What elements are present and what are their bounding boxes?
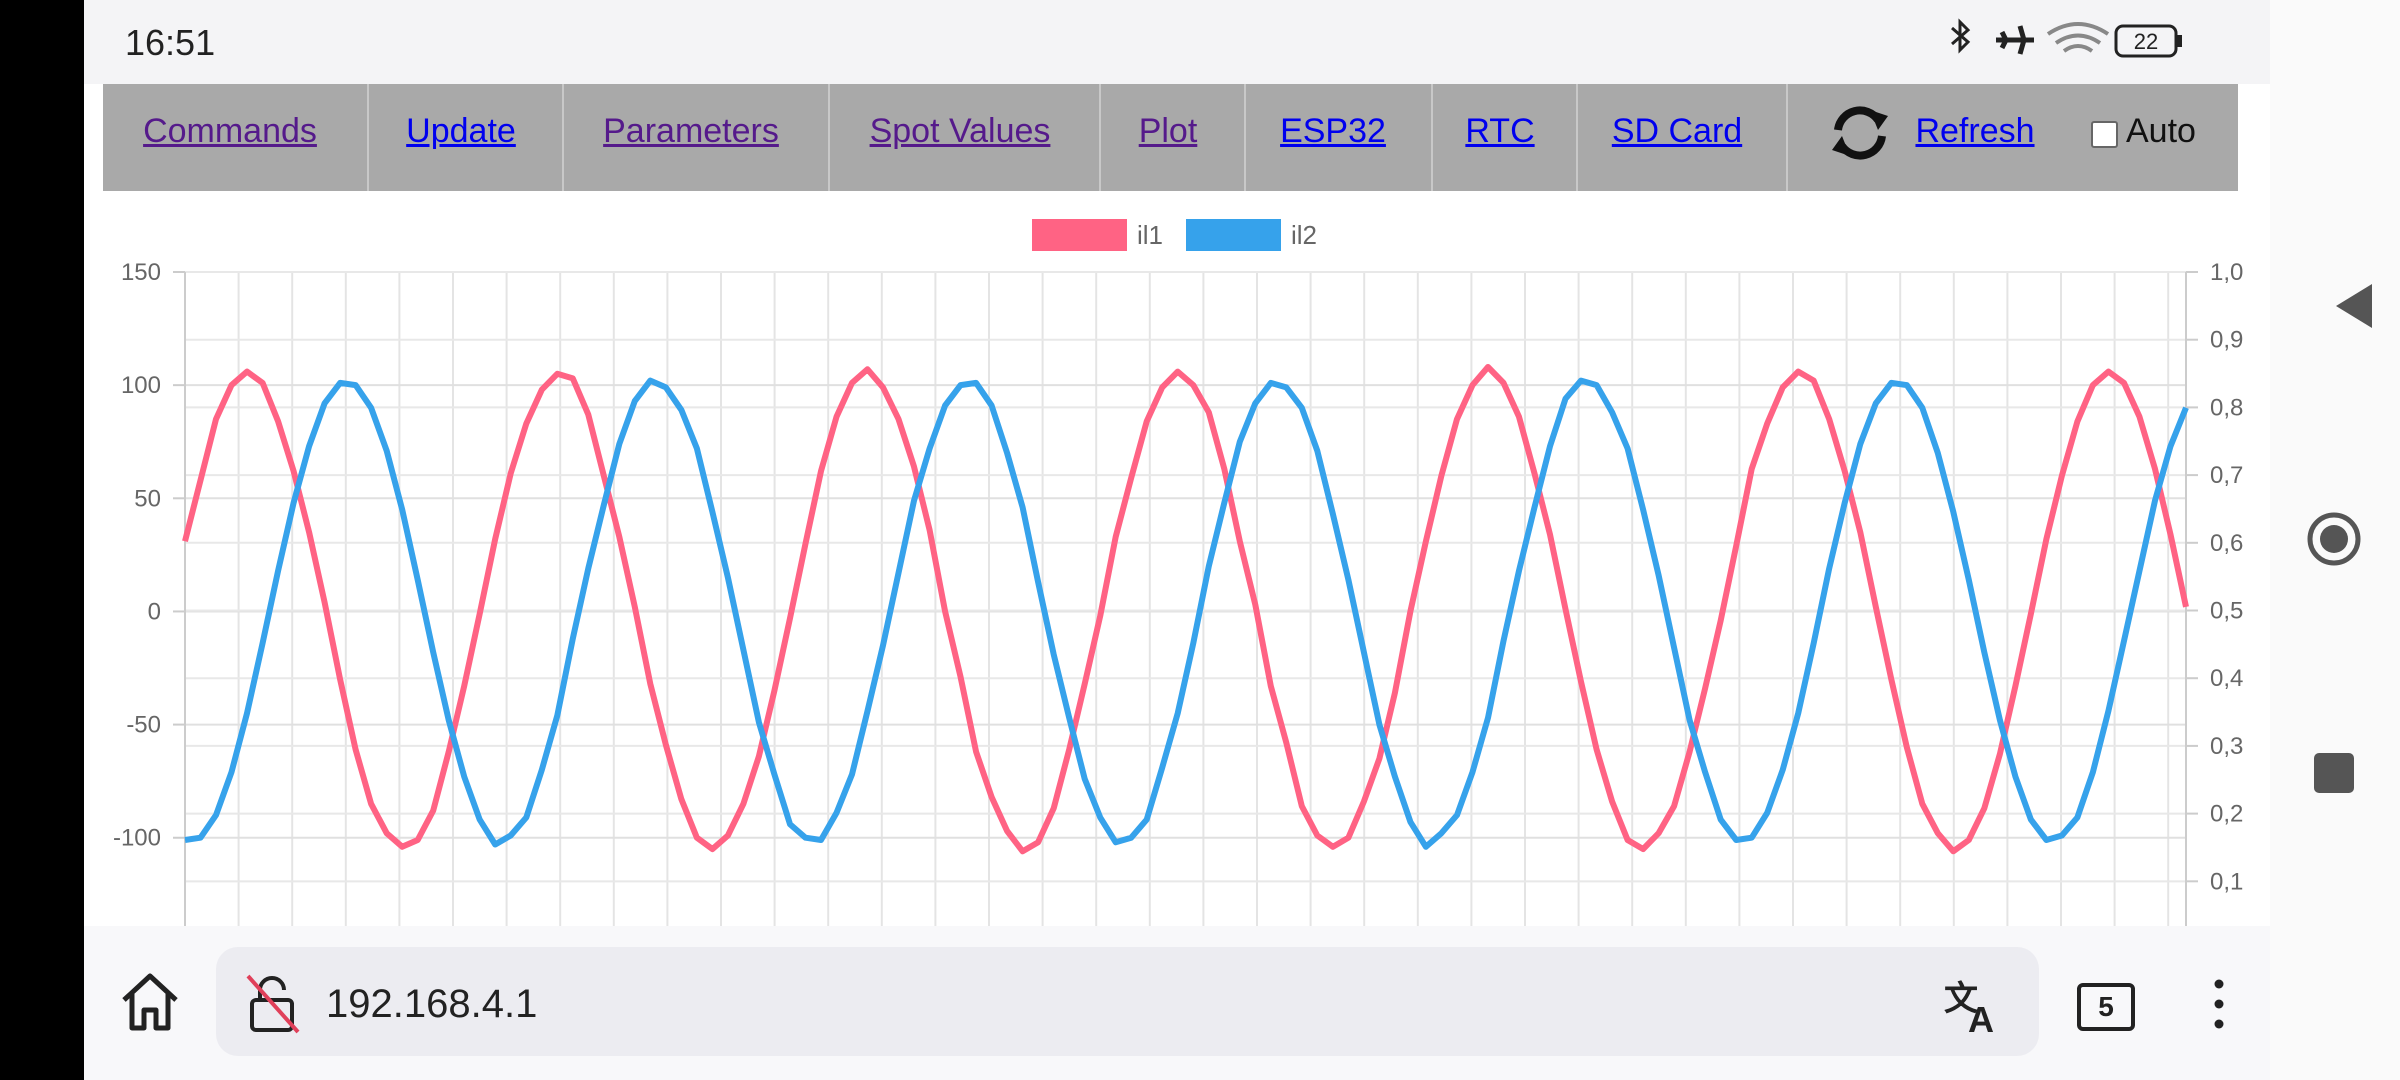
back-button[interactable]: [2336, 284, 2372, 328]
y-tick-label: 50: [134, 485, 161, 512]
menu-divider: [1431, 84, 1433, 191]
home-button[interactable]: [2307, 512, 2361, 566]
menu-link[interactable]: Parameters: [603, 112, 779, 150]
home-icon[interactable]: [118, 970, 182, 1034]
line-series: [184, 377, 2189, 850]
menu-link[interactable]: SD Card: [1611, 112, 1743, 150]
y-tick-label: 100: [121, 372, 161, 399]
airplane-icon: [1996, 25, 2034, 55]
url-field[interactable]: [216, 947, 2039, 1056]
y2-tick-label: 0,9: [2210, 327, 2243, 354]
clock: 16:51: [125, 22, 216, 63]
menu-link[interactable]: Spot Values: [869, 112, 1051, 150]
svg-text:文: 文: [1944, 980, 1978, 1018]
status-bar: [84, 0, 2270, 84]
auto-label: Auto: [2126, 112, 2196, 150]
y-tick-label: -50: [126, 712, 161, 739]
menu-divider: [367, 84, 369, 191]
y-tick-label: -100: [113, 825, 161, 852]
tab-count[interactable]: 5: [2077, 983, 2135, 1031]
y2-tick-label: 0,7: [2210, 462, 2243, 489]
battery-tip: [2177, 35, 2182, 47]
url-text: 192.168.4.1: [326, 982, 538, 1026]
menu-link[interactable]: Plot: [1138, 112, 1198, 150]
status-icons: 22: [1951, 18, 2182, 58]
translate-icon[interactable]: 文 A: [1942, 976, 2004, 1036]
system-nav-icons: [2307, 284, 2372, 793]
recents-button[interactable]: [2314, 753, 2354, 793]
y2-tick-label: 0,5: [2210, 598, 2243, 625]
y2-tick-label: 1,0: [2210, 259, 2243, 286]
menu-divider: [1786, 84, 1788, 191]
y2-tick-label: 0,2: [2210, 801, 2243, 828]
auto-checkbox[interactable]: [2091, 121, 2118, 148]
insecure-icon: [246, 974, 300, 1034]
menu-divider: [828, 84, 830, 191]
y2-tick-label: 0,1: [2210, 868, 2243, 895]
y2-tick-label: 0,3: [2210, 733, 2243, 760]
menu-divider: [562, 84, 564, 191]
legend-label: il2: [1291, 220, 1317, 250]
menu-divider: [1576, 84, 1578, 191]
battery-icon: [2114, 24, 2178, 58]
left-edge: [0, 0, 84, 1080]
chart: -100 -50 0 50 100 150 0,1 0,2 0,3 0,4 0,5 0,6 0,7 0,8…: [113, 219, 2243, 926]
y2-tick-label: 0,8: [2210, 394, 2243, 421]
svg-text:A: A: [1968, 999, 1994, 1036]
y-tick-label: 0: [148, 598, 161, 625]
refresh-link[interactable]: Refresh: [1915, 112, 2035, 150]
menu-link[interactable]: RTC: [1465, 112, 1535, 150]
home-button-dot: [2320, 525, 2348, 553]
menu-icon[interactable]: [2208, 976, 2230, 1036]
menu-link[interactable]: Update: [406, 112, 516, 150]
line-series: [182, 364, 2189, 855]
legend-swatch: [1186, 219, 1281, 251]
menu-divider: [1099, 84, 1101, 191]
wifi-icon: [2046, 22, 2110, 53]
menu-link[interactable]: ESP32: [1280, 112, 1386, 150]
y2-tick-label: 0,6: [2210, 530, 2243, 557]
legend-swatch: [1032, 219, 1127, 251]
y2-tick-label: 0,4: [2210, 665, 2243, 692]
menu-link[interactable]: Commands: [143, 112, 317, 150]
refresh-icon[interactable]: [1826, 100, 1894, 166]
menu-divider: [1244, 84, 1246, 191]
bluetooth-icon: [1951, 18, 1971, 54]
y-tick-label: 150: [121, 259, 161, 286]
battery-level: 22: [2134, 29, 2158, 54]
legend-label: il1: [1137, 220, 1163, 250]
